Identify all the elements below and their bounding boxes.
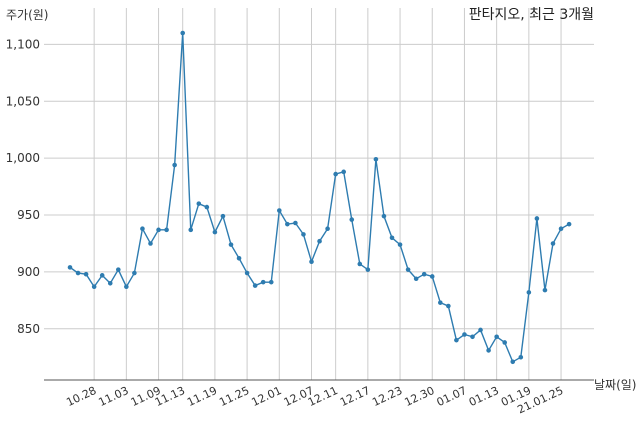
price-point <box>333 171 338 177</box>
price-point <box>550 241 556 246</box>
x-tick-label: 11.03 <box>97 384 131 409</box>
price-point <box>196 201 202 206</box>
price-point <box>397 242 403 247</box>
y-tick-label: 1,050 <box>6 94 40 108</box>
y-tick-labels: 850 900 950 1,000 1,050 1,100 <box>6 37 40 335</box>
price-point <box>317 238 322 244</box>
price-point <box>75 270 81 276</box>
x-tick-label: 12.30 <box>402 384 436 409</box>
price-point <box>502 340 508 345</box>
price-point <box>542 287 548 293</box>
price-point <box>325 226 330 231</box>
y-tick-label: 850 <box>17 322 40 336</box>
price-point <box>260 279 266 285</box>
price-point <box>99 273 105 278</box>
price-point <box>67 265 73 270</box>
price-point <box>293 220 298 226</box>
x-tick-label: 01.13 <box>467 384 501 409</box>
x-tick-label: 11.25 <box>217 384 251 409</box>
x-tick-label: 01.07 <box>435 384 469 409</box>
price-point <box>91 284 97 290</box>
price-line <box>69 32 570 363</box>
price-point <box>244 270 250 276</box>
price-point <box>365 267 371 272</box>
price-point <box>107 281 113 286</box>
x-tick-label: 12.23 <box>370 384 404 409</box>
price-point <box>381 213 387 219</box>
price-point <box>172 162 177 168</box>
price-point <box>349 217 355 222</box>
price-point <box>236 255 242 261</box>
x-tick-label: 12.17 <box>338 384 372 409</box>
price-point <box>566 221 572 227</box>
price-point <box>494 334 499 340</box>
price-point <box>389 235 395 241</box>
gridlines <box>44 8 594 380</box>
price-point <box>277 208 282 213</box>
y-tick-label: 1,000 <box>6 151 40 165</box>
price-point <box>252 283 258 288</box>
price-point <box>156 227 161 233</box>
price-point <box>558 226 564 231</box>
price-point <box>470 334 475 340</box>
price-point <box>429 274 435 279</box>
x-tick-label: 12.01 <box>250 384 284 409</box>
price-point <box>228 242 234 247</box>
y-tick-label: 950 <box>17 208 40 222</box>
y-tick-label: 1,100 <box>6 37 40 51</box>
price-point <box>438 300 443 305</box>
price-point <box>405 267 411 272</box>
x-tick-label: 11.19 <box>185 384 219 409</box>
price-point <box>421 271 427 277</box>
price-point <box>309 259 314 264</box>
price-point <box>268 279 274 285</box>
price-point <box>357 261 363 267</box>
price-point <box>454 337 459 343</box>
price-point <box>140 226 145 231</box>
price-point <box>204 204 210 210</box>
price-point <box>132 270 137 276</box>
price-point <box>486 348 491 353</box>
price-point <box>188 227 194 233</box>
price-point <box>301 232 306 237</box>
x-axis-label: 날짜(일) <box>594 378 636 392</box>
x-tick-labels: 10.2811.0311.0911.1311.1911.2512.0112.07… <box>64 384 565 416</box>
price-point <box>534 216 540 221</box>
price-point <box>462 332 467 337</box>
series <box>67 30 572 365</box>
price-point <box>413 276 419 282</box>
price-point <box>164 227 169 233</box>
price-point <box>518 354 524 360</box>
price-point <box>285 221 290 227</box>
price-point <box>212 229 218 235</box>
price-point <box>148 241 153 246</box>
price-point <box>478 327 483 333</box>
price-point <box>526 290 532 295</box>
price-point <box>116 267 121 272</box>
price-point <box>341 169 347 175</box>
price-point <box>446 303 451 309</box>
chart-title: 판타지오, 최근 3개월 <box>469 7 594 23</box>
price-point <box>180 30 185 36</box>
price-point <box>83 271 89 277</box>
x-tick-label: 10.28 <box>64 384 98 409</box>
price-point <box>124 284 129 290</box>
y-tick-label: 900 <box>17 265 40 279</box>
price-point <box>373 157 379 162</box>
price-point <box>510 359 516 365</box>
y-axis-label: 주가(원) <box>6 8 48 22</box>
price-point <box>220 213 226 219</box>
